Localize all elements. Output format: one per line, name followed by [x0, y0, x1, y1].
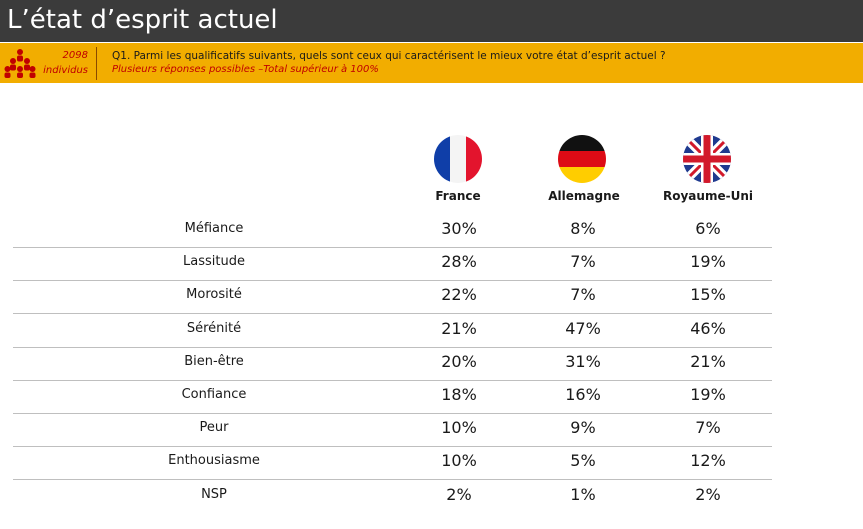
- value-cell: 2%: [695, 484, 721, 504]
- value-cell: 20%: [441, 351, 477, 371]
- value-cell: 2%: [446, 484, 472, 504]
- value-cell: 12%: [690, 451, 726, 471]
- row-label: Lassitude: [183, 254, 245, 270]
- uk-flag-icon: [683, 135, 731, 183]
- value-cell: 5%: [570, 451, 596, 471]
- value-cell: 22%: [441, 285, 477, 305]
- title-bar: L’état d’esprit actuel: [0, 0, 863, 42]
- table-row: Bien-être 20% 31% 21%: [13, 347, 772, 381]
- value-cell: 21%: [441, 318, 477, 338]
- divider: [96, 47, 97, 80]
- value-cell: 7%: [570, 252, 596, 272]
- row-label: Morosité: [186, 287, 242, 303]
- value-cell: 19%: [690, 385, 726, 404]
- question-text: Q1. Parmi les qualificatifs suivants, qu…: [112, 50, 666, 62]
- value-cell: 16%: [565, 385, 601, 404]
- page-title: L’état d’esprit actuel: [7, 5, 278, 35]
- row-label: Peur: [199, 420, 229, 436]
- value-cell: 6%: [695, 219, 721, 238]
- sample-count: 2098: [62, 50, 88, 61]
- row-label: Méfiance: [184, 221, 244, 236]
- row-label: Sérénité: [186, 320, 242, 336]
- row-label: Bien-être: [184, 353, 244, 369]
- value-cell: 10%: [441, 451, 477, 471]
- value-cell: 7%: [570, 285, 596, 305]
- row-label: Confiance: [181, 387, 247, 402]
- value-cell: 31%: [565, 351, 601, 371]
- table-row: Morosité 22% 7% 15%: [13, 280, 772, 315]
- row-label: Enthousiasme: [168, 453, 260, 469]
- table-row: Méfiance 30% 8% 6%: [13, 214, 772, 248]
- value-cell: 1%: [570, 484, 596, 504]
- column-header-france: France: [435, 189, 481, 203]
- table-row: NSP 2% 1% 2%: [13, 480, 772, 513]
- sample-size: 2098 individus: [36, 48, 88, 78]
- table-row: Peur 10% 9% 7%: [13, 413, 772, 448]
- value-cell: 28%: [441, 252, 477, 272]
- germany-flag-icon: [558, 135, 606, 183]
- value-cell: 15%: [690, 285, 726, 305]
- table-row: Confiance 18% 16% 19%: [13, 380, 772, 414]
- column-header-royaume-uni: Royaume-Uni: [663, 189, 753, 203]
- value-cell: 21%: [690, 351, 726, 371]
- value-cell: 19%: [690, 252, 726, 272]
- column-header-allemagne: Allemagne: [548, 189, 620, 203]
- question-bar: 2098 individus Q1. Parmi les qualificati…: [0, 43, 863, 83]
- table-row: Enthousiasme 10% 5% 12%: [13, 446, 772, 481]
- table-row: Sérénité 21% 47% 46%: [13, 314, 772, 348]
- value-cell: 10%: [441, 418, 477, 438]
- table-row: Lassitude 28% 7% 19%: [13, 247, 772, 282]
- value-cell: 47%: [565, 318, 601, 338]
- value-cell: 8%: [570, 219, 596, 238]
- people-group-icon: [4, 49, 36, 78]
- row-label: NSP: [201, 486, 227, 502]
- value-cell: 46%: [690, 318, 726, 338]
- question-note: Plusieurs réponses possibles –Total supé…: [112, 64, 379, 75]
- france-flag-icon: [434, 135, 482, 183]
- value-cell: 18%: [441, 385, 477, 404]
- value-cell: 7%: [695, 418, 721, 438]
- value-cell: 30%: [441, 219, 477, 238]
- value-cell: 9%: [570, 418, 596, 438]
- sample-unit: individus: [43, 65, 88, 76]
